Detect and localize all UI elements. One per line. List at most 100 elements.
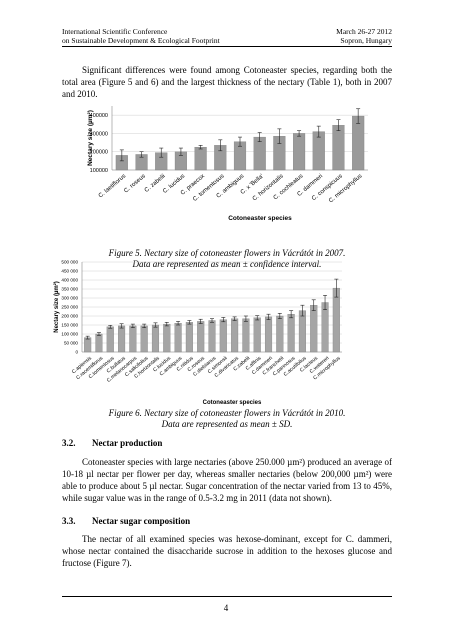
caption: Figure 5. Nectary size of cotoneaster fl… [62, 248, 392, 270]
chart: 0 50 000 100 000 150 000 200 000 250 000 300 0… [53, 260, 342, 406]
header-line: March 26-27 2012 [336, 27, 392, 36]
error-bar [221, 317, 226, 323]
section-title: Nectar sugar composition [92, 516, 191, 526]
error-bar [198, 318, 203, 324]
x-axis-title: Cotoneaster species [203, 400, 262, 406]
paragraph: Cotoneaster species with large nectaries… [62, 457, 392, 503]
section-title: Nectar production [92, 438, 163, 448]
bar [174, 323, 182, 353]
error-bar [164, 322, 169, 327]
caption-line: Data are represented as mean ± SD. [161, 419, 293, 429]
error-bar [277, 128, 282, 144]
y-axis-title: Nectary size (µm²) [87, 110, 94, 166]
bar [185, 322, 193, 353]
error-bar [277, 312, 282, 320]
bar [163, 323, 171, 353]
y-tick-label: 250 000 [61, 305, 78, 310]
error-bar [356, 108, 361, 124]
bar [253, 317, 261, 353]
error-bar [311, 299, 316, 311]
y-tick-label: 100 000 [61, 332, 78, 337]
chart: 100000 200000 300000 400000 C. laetiflorusC.… [87, 106, 368, 222]
bar [208, 320, 216, 353]
paragraph: Significant differences were found among… [62, 65, 392, 99]
bar [293, 133, 306, 171]
error-bar [300, 304, 305, 317]
y-tick-label: 350 000 [61, 287, 78, 292]
header-left: International Scientific Conference on S… [62, 27, 220, 45]
page-number: 4 [223, 603, 229, 613]
error-bar [255, 315, 260, 321]
bar [332, 287, 340, 353]
bar [310, 305, 318, 353]
bar [231, 318, 239, 353]
bar [219, 319, 227, 353]
error-bar [130, 323, 135, 328]
caption-line: Figure 5. Nectary size of cotoneaster fl… [108, 248, 346, 258]
bar [151, 324, 160, 353]
header-line: International Scientific Conference [62, 27, 168, 36]
y-tick-label: 450 000 [61, 269, 78, 274]
caption-line: Figure 6. Nectary size of cotoneaster fl… [108, 408, 346, 418]
x-tick-label: C. laetiflorus [98, 173, 127, 199]
bar [84, 337, 92, 353]
error-bar [297, 130, 302, 137]
bar [129, 325, 137, 353]
y-axis-title: Nectary size (µm²) [53, 281, 60, 332]
error-bar [108, 325, 113, 329]
error-bar [232, 316, 237, 321]
error-bar [142, 323, 147, 328]
error-bar [257, 132, 262, 142]
error-bar [153, 322, 158, 328]
y-tick-label: 0 [75, 350, 78, 355]
error-bar [218, 139, 223, 152]
error-bar [119, 149, 124, 162]
error-bar [289, 310, 294, 319]
header-line: Sopron, Hungary [340, 36, 392, 45]
header-rule [62, 46, 392, 47]
bar [197, 321, 205, 353]
caption: Figure 6. Nectary size of cotoneaster fl… [62, 408, 392, 430]
y-tick-label: 400000 [90, 113, 108, 119]
bar [253, 136, 266, 171]
y-tick-label: 300 000 [61, 296, 78, 301]
y-tick-label: 400 000 [61, 278, 78, 283]
header-right: March 26-27 2012 Sopron, Hungary [336, 27, 392, 45]
y-tick-label: 150 000 [61, 323, 78, 328]
x-axis-title: Cotoneaster species [228, 215, 292, 222]
y-tick-label: 100000 [90, 168, 108, 174]
error-bar [85, 335, 90, 340]
bar [287, 314, 295, 353]
bar [352, 115, 365, 171]
bar [95, 333, 103, 353]
bar [118, 325, 126, 353]
bar [106, 326, 114, 353]
bar [242, 318, 250, 353]
bar [264, 316, 273, 353]
error-bar [176, 321, 181, 326]
header-line: on Sustainable Development & Ecological … [62, 36, 220, 45]
paragraph: The nectar of all examined species was h… [62, 534, 392, 568]
y-tick-label: 200 000 [61, 314, 78, 319]
error-bar [266, 313, 271, 320]
error-bar [159, 147, 164, 158]
error-bar [119, 323, 124, 329]
caption-line: Data are represented as mean ± confidenc… [132, 259, 322, 269]
y-tick-label: 500 000 [61, 260, 78, 265]
bar [194, 146, 207, 171]
y-tick-label: 300000 [90, 131, 108, 137]
section-number: 3.2. [62, 438, 76, 448]
y-tick-label: 200000 [90, 150, 108, 156]
error-bar [238, 136, 242, 147]
error-bar [198, 145, 203, 150]
error-bar [336, 119, 341, 131]
error-bar [316, 125, 321, 138]
bar [276, 315, 284, 353]
y-tick-label: 50 000 [64, 341, 78, 346]
bar [298, 310, 306, 353]
error-bar [187, 320, 192, 325]
error-bar [334, 278, 339, 298]
error-bar [139, 151, 144, 158]
error-bar [178, 147, 183, 156]
